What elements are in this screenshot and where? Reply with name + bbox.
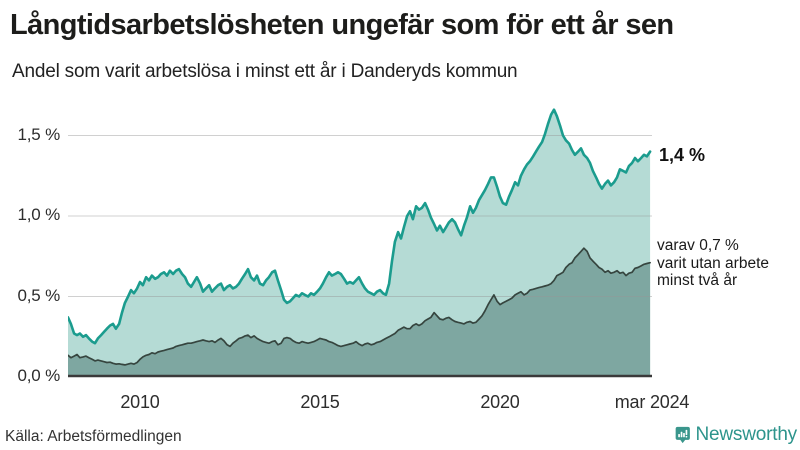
subset-label-line-3: minst två år <box>657 272 738 290</box>
x-tick-2020: 2020 <box>480 392 520 412</box>
newsworthy-logo-icon <box>675 426 690 444</box>
source-caption: Källa: Arbetsförmedlingen <box>5 428 182 445</box>
x-tick-2015: 2015 <box>300 392 340 412</box>
newsworthy-wordmark: Newsworthy <box>695 424 798 445</box>
subset-label-line-2: varit utan arbete <box>657 254 770 272</box>
x-tick-mar-2024: mar 2024 <box>614 392 690 412</box>
series-total-line <box>68 108 652 345</box>
y-tick-0-5: 0,5 % <box>17 285 61 305</box>
newsworthy-brand: Newsworthy <box>675 423 797 447</box>
subset-label-line-1: varav 0,7 % <box>657 237 739 254</box>
y-tick-0-0: 0,0 % <box>17 366 61 385</box>
chart-subtitle: Andel som varit arbetslösa i minst ett å… <box>12 61 518 82</box>
total-end-value-label: 1,4 % <box>659 145 706 165</box>
series-subset-area <box>68 248 651 377</box>
gridlines <box>68 135 652 297</box>
x-tick-2010: 2010 <box>120 392 160 412</box>
y-tick-1-0: 1,0 % <box>17 205 61 224</box>
area-chart-plot <box>68 108 652 378</box>
y-tick-1-5: 1,5 % <box>17 124 61 144</box>
subset-end-value-label: varav 0,7 % varit utan arbete minst två … <box>657 237 769 290</box>
page-title: Långtidsarbetslösheten ungefär som för e… <box>10 9 674 41</box>
series-subset-line <box>68 247 651 366</box>
